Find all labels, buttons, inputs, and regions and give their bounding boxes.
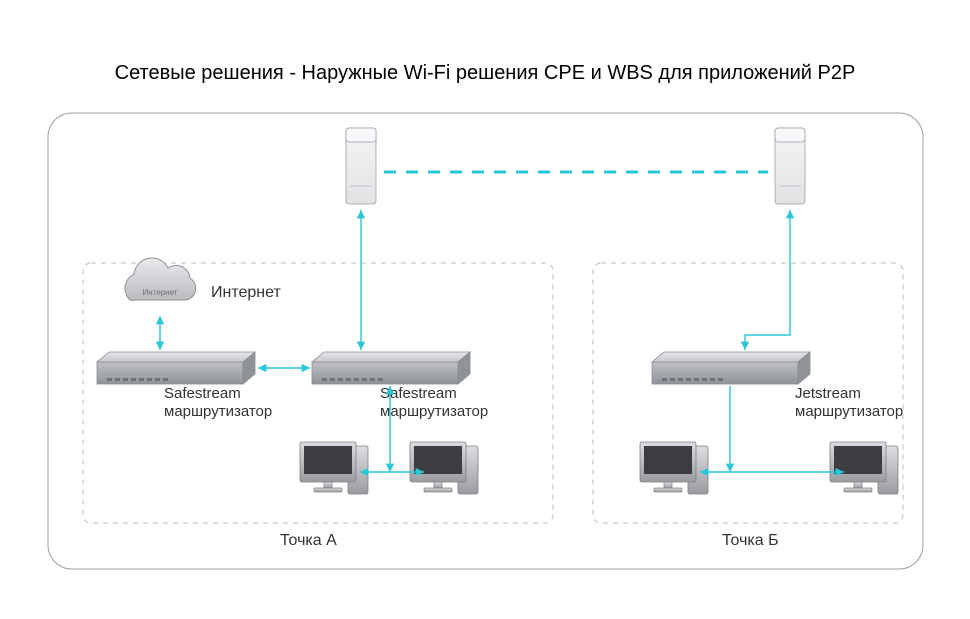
pc-a1 [300,442,368,494]
diagram-stage: Сетевые решения - Наружные Wi-Fi решения… [0,0,970,619]
router-b-label-2: маршрутизатор [795,403,903,420]
zone-a [83,263,553,523]
link-cpeR-routerB [745,210,790,350]
diagram-svg: Точка A Точка Б Интернет Интернет Safestream… [0,0,970,619]
router-a-left [97,352,255,384]
zone-b-label: Точка Б [722,532,779,549]
router-a-right-label-2: маршрутизатор [380,403,488,420]
router-b [652,352,810,384]
cloud-icon: Интернет [125,258,196,300]
router-b-label-1: Jetstream [795,385,861,402]
pc-b2 [830,442,898,494]
zone-a-label: Точка A [280,532,337,549]
router-a-left-label-1: Safestream [164,385,241,402]
cpe-right [775,128,805,204]
router-a-right-label-1: Safestream [380,385,457,402]
router-a-right [312,352,470,384]
pc-a2 [410,442,478,494]
cloud-inner-text: Интернет [143,288,178,297]
router-a-left-label-2: маршрутизатор [164,403,272,420]
pc-b1 [640,442,708,494]
cpe-left [346,128,376,204]
cloud-label: Интернет [211,284,281,301]
